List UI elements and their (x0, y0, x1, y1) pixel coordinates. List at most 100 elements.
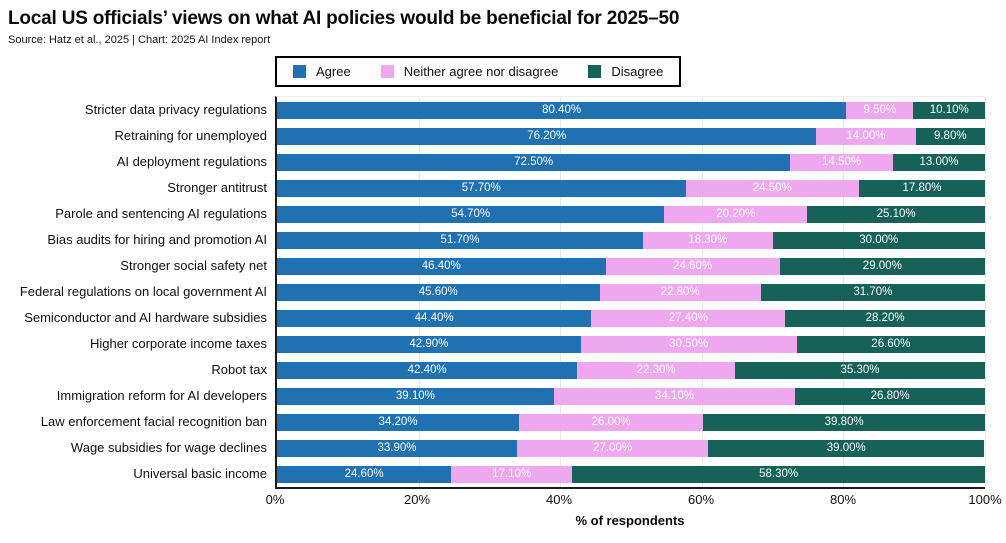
x-axis-label: % of respondents (575, 513, 685, 528)
stacked-bar: 46.40% 24.60% 29.00% (277, 257, 985, 275)
category-label: Robot tax (211, 361, 267, 377)
category-label: Law enforcement facial recognition ban (40, 413, 267, 429)
bar-value-label: 76.20% (527, 130, 567, 142)
bar-value-label: 35.30% (840, 364, 880, 376)
category-label: Bias audits for hiring and promotion AI (47, 231, 267, 247)
bar-row: 72.50% 14.50% 13.00% (277, 149, 985, 175)
bar-segment-disagree: 58.30% (572, 465, 985, 483)
bar-rows: 80.40% 9.50% 10.10% 76.20% 14.00% 9.80% 72.50%… (277, 97, 985, 487)
chart-title: Local US officials’ views on what AI pol… (8, 8, 680, 29)
bar-segment-agree: 76.20% (277, 127, 817, 145)
bar-row: 33.90% 27.00% 39.00% (277, 435, 985, 461)
bar-value-label: 22.80% (660, 286, 700, 298)
bar-value-label: 39.10% (395, 390, 435, 402)
bar-segment-agree: 57.70% (277, 179, 686, 197)
bar-row: 76.20% 14.00% 9.80% (277, 123, 985, 149)
legend-swatch-icon (380, 65, 394, 78)
x-axis-title-wrap: % of respondents (275, 512, 985, 530)
bar-segment-agree: 44.40% (277, 309, 592, 327)
bar-value-label: 22.30% (636, 364, 676, 376)
plot-region: Stricter data privacy regulations Retrain… (8, 96, 986, 489)
bar-value-label: 58.30% (759, 468, 799, 480)
plot-area: 80.40% 9.50% 10.10% 76.20% 14.00% 9.80% 72.50%… (275, 96, 986, 489)
stacked-bar: 24.60% 17.10% 58.30% (277, 465, 985, 483)
bar-value-label: 54.70% (451, 208, 491, 220)
category-label: Federal regulations on local government … (19, 283, 267, 299)
legend-label: Agree (316, 64, 351, 79)
category-label: AI deployment regulations (116, 153, 267, 169)
stacked-bar: 42.40% 22.30% 35.30% (277, 361, 985, 379)
bar-segment-disagree: 35.30% (735, 361, 985, 379)
bar-value-label: 46.40% (421, 260, 461, 272)
category-label: Universal basic income (133, 465, 267, 481)
bar-value-label: 27.00% (593, 442, 633, 454)
bar-value-label: 39.80% (824, 416, 864, 428)
bar-value-label: 25.10% (876, 208, 916, 220)
bar-segment-neither-agree-nor-disagree: 24.50% (685, 179, 859, 197)
bar-segment-disagree: 10.10% (913, 101, 985, 119)
bar-value-label: 29.00% (862, 260, 902, 272)
bar-segment-neither-agree-nor-disagree: 22.30% (577, 361, 736, 379)
bar-row: 24.60% 17.10% 58.30% (277, 461, 985, 487)
stacked-bar: 45.60% 22.80% 31.70% (277, 283, 985, 301)
gridline (985, 97, 986, 487)
category-label: Stronger antitrust (167, 179, 267, 195)
bar-segment-agree: 80.40% (277, 101, 847, 119)
bar-segment-neither-agree-nor-disagree: 22.80% (599, 283, 761, 301)
bar-value-label: 31.70% (853, 286, 893, 298)
stacked-bar: 80.40% 9.50% 10.10% (277, 101, 985, 119)
bar-segment-disagree: 9.80% (915, 127, 985, 145)
x-tick-label: 100% (968, 492, 1002, 507)
bar-segment-disagree: 26.60% (796, 335, 985, 353)
bar-value-label: 51.70% (440, 234, 480, 246)
category-label: Higher corporate income taxes (89, 335, 267, 351)
bar-segment-agree: 46.40% (277, 257, 606, 275)
bar-row: 46.40% 24.60% 29.00% (277, 253, 985, 279)
bar-segment-neither-agree-nor-disagree: 17.10% (451, 465, 573, 483)
bar-value-label: 45.60% (418, 286, 458, 298)
bar-value-label: 24.50% (752, 182, 792, 194)
bar-value-label: 17.10% (492, 468, 532, 480)
bar-value-label: 27.40% (668, 312, 708, 324)
legend: Agree Neither agree nor disagree Disagree (275, 56, 682, 87)
bar-segment-disagree: 39.80% (703, 413, 985, 431)
bar-segment-disagree: 31.70% (760, 283, 985, 301)
stacked-bar: 39.10% 34.10% 26.80% (277, 387, 985, 405)
x-tick-label: 80% (829, 492, 857, 507)
bar-value-label: 26.60% (871, 338, 911, 350)
bar-value-label: 57.70% (461, 182, 501, 194)
bar-row: 54.70% 20.20% 25.10% (277, 201, 985, 227)
chart-source-caption: Source: Hatz et al., 2025 | Chart: 2025 … (8, 34, 271, 46)
x-tick-label: 60% (687, 492, 715, 507)
bar-segment-disagree: 28.20% (785, 309, 985, 327)
x-tick-label: 20% (403, 492, 431, 507)
bar-segment-neither-agree-nor-disagree: 34.10% (553, 387, 796, 405)
stacked-bar: 54.70% 20.20% 25.10% (277, 205, 985, 223)
x-tick-label: 40% (545, 492, 573, 507)
bar-segment-disagree: 26.80% (795, 387, 985, 405)
bar-value-label: 30.50% (669, 338, 709, 350)
bar-segment-disagree: 25.10% (807, 205, 985, 223)
bar-value-label: 9.80% (933, 130, 967, 142)
bar-value-label: 72.50% (514, 156, 554, 168)
bar-segment-agree: 51.70% (277, 231, 644, 249)
legend-label: Disagree (611, 64, 664, 79)
bar-segment-neither-agree-nor-disagree: 27.00% (517, 439, 709, 457)
legend-item: Agree (293, 64, 351, 79)
bar-segment-disagree: 39.00% (708, 439, 985, 457)
bar-row: 80.40% 9.50% 10.10% (277, 97, 985, 123)
bar-segment-agree: 39.10% (277, 387, 554, 405)
bar-segment-agree: 54.70% (277, 205, 665, 223)
bar-value-label: 42.90% (409, 338, 449, 350)
category-label: Parole and sentencing AI regulations (55, 205, 267, 221)
bar-segment-agree: 42.40% (277, 361, 578, 379)
bar-value-label: 28.20% (865, 312, 905, 324)
bar-segment-neither-agree-nor-disagree: 24.60% (605, 257, 780, 275)
bar-row: 42.40% 22.30% 35.30% (277, 357, 985, 383)
bar-value-label: 39.00% (826, 442, 866, 454)
bar-value-label: 26.80% (870, 390, 910, 402)
bar-row: 45.60% 22.80% 31.70% (277, 279, 985, 305)
x-axis-ticks: 0% 20% 40% 60% 80% 100% (266, 492, 1002, 510)
bar-row: 51.70% 18.30% 30.00% (277, 227, 985, 253)
bar-segment-neither-agree-nor-disagree: 14.50% (790, 153, 893, 171)
